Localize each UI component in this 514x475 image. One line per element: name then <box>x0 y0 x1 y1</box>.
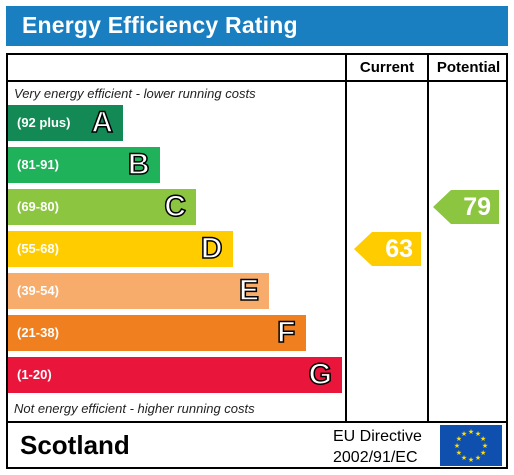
eu-flag-star: ★ <box>480 435 486 443</box>
band-letter-label: F <box>276 315 296 350</box>
eu-flag-star: ★ <box>468 456 474 464</box>
chart-title: Energy Efficiency Rating <box>22 12 298 38</box>
potential-column-divider <box>427 53 429 423</box>
eu-flag-star: ★ <box>480 449 486 457</box>
potential-rating-arrow-value: 79 <box>463 193 491 221</box>
band-b: (81-91) B <box>8 147 160 183</box>
eu-flag-star: ★ <box>475 454 481 462</box>
band-letter-label: C <box>164 189 187 224</box>
band-e: (39-54) E <box>8 273 269 309</box>
band-letter-label: A <box>91 105 114 140</box>
band-range-label: (92 plus) <box>17 115 71 130</box>
current-rating-arrow-value: 63 <box>385 235 413 263</box>
band-range-label: (69-80) <box>17 199 59 214</box>
band-f: (21-38) F <box>8 315 306 351</box>
eu-flag-star: ★ <box>475 430 481 438</box>
band-g: (1-20) G <box>8 357 342 393</box>
header-row-divider <box>6 80 508 82</box>
band-letter-label: G <box>308 357 333 392</box>
efficient-note: Very energy efficient - lower running co… <box>14 86 256 101</box>
inefficient-note: Not energy efficient - higher running co… <box>14 401 255 416</box>
band-range-label: (1-20) <box>17 367 52 382</box>
eu-flag-star: ★ <box>456 435 462 443</box>
title-bar <box>6 6 508 46</box>
eu-flag-star: ★ <box>461 454 467 462</box>
eu-flag-star: ★ <box>454 442 460 450</box>
eu-flag-star: ★ <box>482 442 488 450</box>
chart-frame <box>6 53 508 469</box>
current-column-divider <box>345 53 347 423</box>
band-letter-label: D <box>200 231 223 266</box>
eu-flag-star: ★ <box>456 449 462 457</box>
band-range-label: (21-38) <box>17 325 59 340</box>
band-range-label: (81-91) <box>17 157 59 172</box>
current-column-header: Current <box>359 59 415 76</box>
band-range-label: (55-68) <box>17 241 59 256</box>
band-range-label: (39-54) <box>17 283 59 298</box>
potential-column-header: Potential <box>436 59 501 76</box>
eu-flag-icon: ★ ★ ★ ★ ★ ★ ★ ★ ★ ★ ★ ★ <box>440 425 502 466</box>
band-d: (55-68) D <box>8 231 233 267</box>
band-letter-label: E <box>238 273 260 308</box>
current-rating-arrow: 63 <box>354 232 421 266</box>
band-letter-label: B <box>127 147 150 182</box>
footer-divider <box>6 421 508 423</box>
eu-directive-label: EU Directive <box>333 428 422 445</box>
band-a: (92 plus) A <box>8 105 123 141</box>
eu-directive-number: 2002/91/EC <box>333 449 418 466</box>
region-label: Scotland <box>20 430 130 460</box>
eu-flag-star: ★ <box>461 430 467 438</box>
band-c: (69-80) C <box>8 189 196 225</box>
eu-flag-star: ★ <box>468 428 474 436</box>
